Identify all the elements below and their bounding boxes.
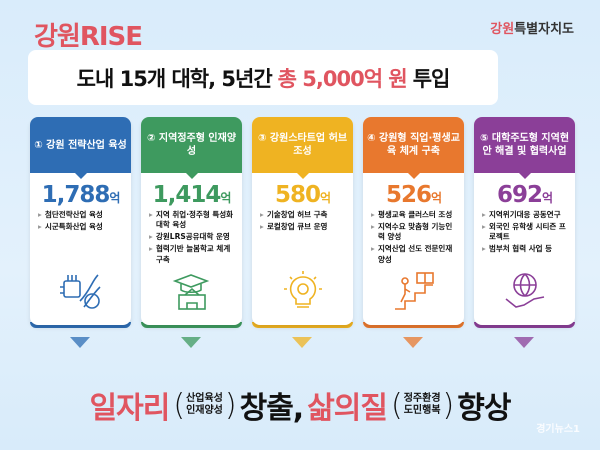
down-arrow-icon	[181, 337, 201, 348]
card-item: 지역산업 선도 전문인재 양성	[371, 244, 458, 264]
card-items: 평생교육 클러스터 조성지역수요 맞춤형 기능인력 양성지역산업 선도 전문인재…	[363, 208, 464, 267]
card-amount: 1,788억	[30, 182, 131, 208]
card-amount: 1,414억	[141, 182, 242, 208]
brand-title: 강원RISE	[34, 22, 143, 52]
card-items: 첨단전략산업 육성시군특화산업 육성	[30, 208, 131, 234]
slogan-improve: 향상	[457, 391, 511, 426]
amount-unit: 억	[319, 191, 331, 205]
card-base	[252, 322, 353, 328]
paren-2: (정주환경 도민행복)	[391, 387, 454, 423]
card-title: ④ 강원형 직업·평생교육 체계 구축	[363, 117, 464, 179]
graduation-school-icon	[172, 274, 209, 310]
card-amount: 692억	[474, 182, 575, 208]
slogan-create: 창출,	[239, 391, 305, 426]
program-card: ① 강원 전략산업 육성 1,788억 첨단전략산업 육성시군특화산업 육성	[30, 117, 131, 328]
card-item: 협력기반 늘봄학교 체계 구축	[149, 244, 236, 264]
card-amount: 580억	[252, 182, 353, 208]
card-items: 기술창업 허브 구축로컬창업 큐브 운영	[252, 208, 353, 234]
card-items: 지역위기대응 공동연구외국인 유학생 시티즌 프로젝트범부처 협력 사업 등	[474, 208, 575, 257]
watermark: 경기뉴스1	[536, 424, 580, 435]
card-items: 지역 취업·정주형 특성화 대학 육성강원LRS공유대학 운영협력기반 늘봄학교…	[141, 208, 242, 267]
card-title: ③ 강원스타트업 허브 조성	[252, 117, 353, 179]
dna-chip-icon	[59, 274, 101, 309]
slogan-jobs: 일자리	[89, 391, 171, 426]
amount-unit: 억	[109, 191, 120, 205]
program-card: ② 지역정주형 인재양성 1,414억 지역 취업·정주형 특성화 대학 육성강…	[141, 117, 242, 328]
card-item: 평생교육 클러스터 조성	[371, 210, 458, 220]
amount-unit: 억	[220, 191, 231, 205]
amount-value: 1,414	[152, 182, 222, 208]
card-base	[363, 322, 464, 328]
card-item: 강원LRS공유대학 운영	[149, 232, 236, 242]
card-base	[30, 322, 131, 328]
headline: 도내 15개 대학, 5년간 총 5,000억 원 투입	[28, 50, 498, 105]
card-item: 로컬창업 큐브 운영	[260, 222, 347, 232]
paren-2b: 도민행복	[403, 405, 441, 416]
program-card: ③ 강원스타트업 허브 조성 580억 기술창업 허브 구축로컬창업 큐브 운영	[252, 117, 353, 328]
down-arrow-icon	[514, 337, 534, 348]
org-prefix: 강원	[490, 22, 515, 37]
amount-unit: 억	[541, 191, 553, 205]
lightbulb-gear-icon	[283, 271, 322, 308]
headline-pre: 도내 15개 대학, 5년간	[76, 66, 273, 91]
paren-1b: 인재양성	[186, 405, 223, 416]
amount-value: 1,788	[41, 182, 111, 208]
card-base	[141, 322, 242, 328]
card-item: 시군특화산업 육성	[38, 222, 125, 232]
card-title: ① 강원 전략산업 육성	[30, 117, 131, 179]
down-arrow-icon	[292, 337, 312, 348]
card-item: 범부처 협력 사업 등	[482, 244, 569, 254]
card-item: 지역수요 맞춤형 기능인력 양성	[371, 222, 458, 242]
slogan-quality: 삶의질	[307, 391, 388, 426]
globe-handshake-icon	[505, 273, 544, 308]
card-item: 기술창업 허브 구축	[260, 210, 347, 220]
card-title: ⑤ 대학주도형 지역현안 해결 및 협력사업	[474, 117, 575, 179]
down-arrow-icon	[70, 337, 90, 348]
down-arrow-icon	[403, 337, 423, 348]
card-item: 지역위기대응 공동연구	[482, 210, 569, 220]
card-item: 외국인 유학생 시티즌 프로젝트	[482, 222, 569, 242]
program-card: ⑤ 대학주도형 지역현안 해결 및 협력사업 692억 지역위기대응 공동연구외…	[474, 117, 575, 328]
paren-2a: 정주환경	[403, 393, 441, 404]
card-item: 첨단전략산업 육성	[38, 210, 125, 220]
slogan: 일자리 (산업육성 인재양성) 창출, 삶의질 (정주환경 도민행복) 향상	[0, 383, 600, 427]
program-card: ④ 강원형 직업·평생교육 체계 구축 526억 평생교육 클러스터 조성지역수…	[363, 117, 464, 328]
amount-value: 580	[274, 182, 321, 208]
paren-1: (산업육성 인재양성)	[173, 387, 236, 423]
cards: ① 강원 전략산업 육성 1,788억 첨단전략산업 육성시군특화산업 육성 ②…	[30, 117, 575, 328]
amount-value: 526	[385, 182, 432, 208]
headline-highlight: 총 5,000억 원	[277, 66, 408, 91]
paren-1a: 산업육성	[186, 393, 223, 404]
card-title: ② 지역정주형 인재양성	[141, 117, 242, 179]
card-amount: 526억	[363, 182, 464, 208]
headline-post: 투입	[412, 66, 451, 91]
stairs-book-icon	[394, 272, 434, 310]
org-logo: 강원특별자치도	[490, 18, 574, 37]
amount-value: 692	[496, 182, 543, 208]
card-base	[474, 322, 575, 328]
amount-unit: 억	[430, 191, 442, 205]
card-item: 지역 취업·정주형 특성화 대학 육성	[149, 210, 236, 230]
org-name: 특별자치도	[514, 22, 574, 37]
